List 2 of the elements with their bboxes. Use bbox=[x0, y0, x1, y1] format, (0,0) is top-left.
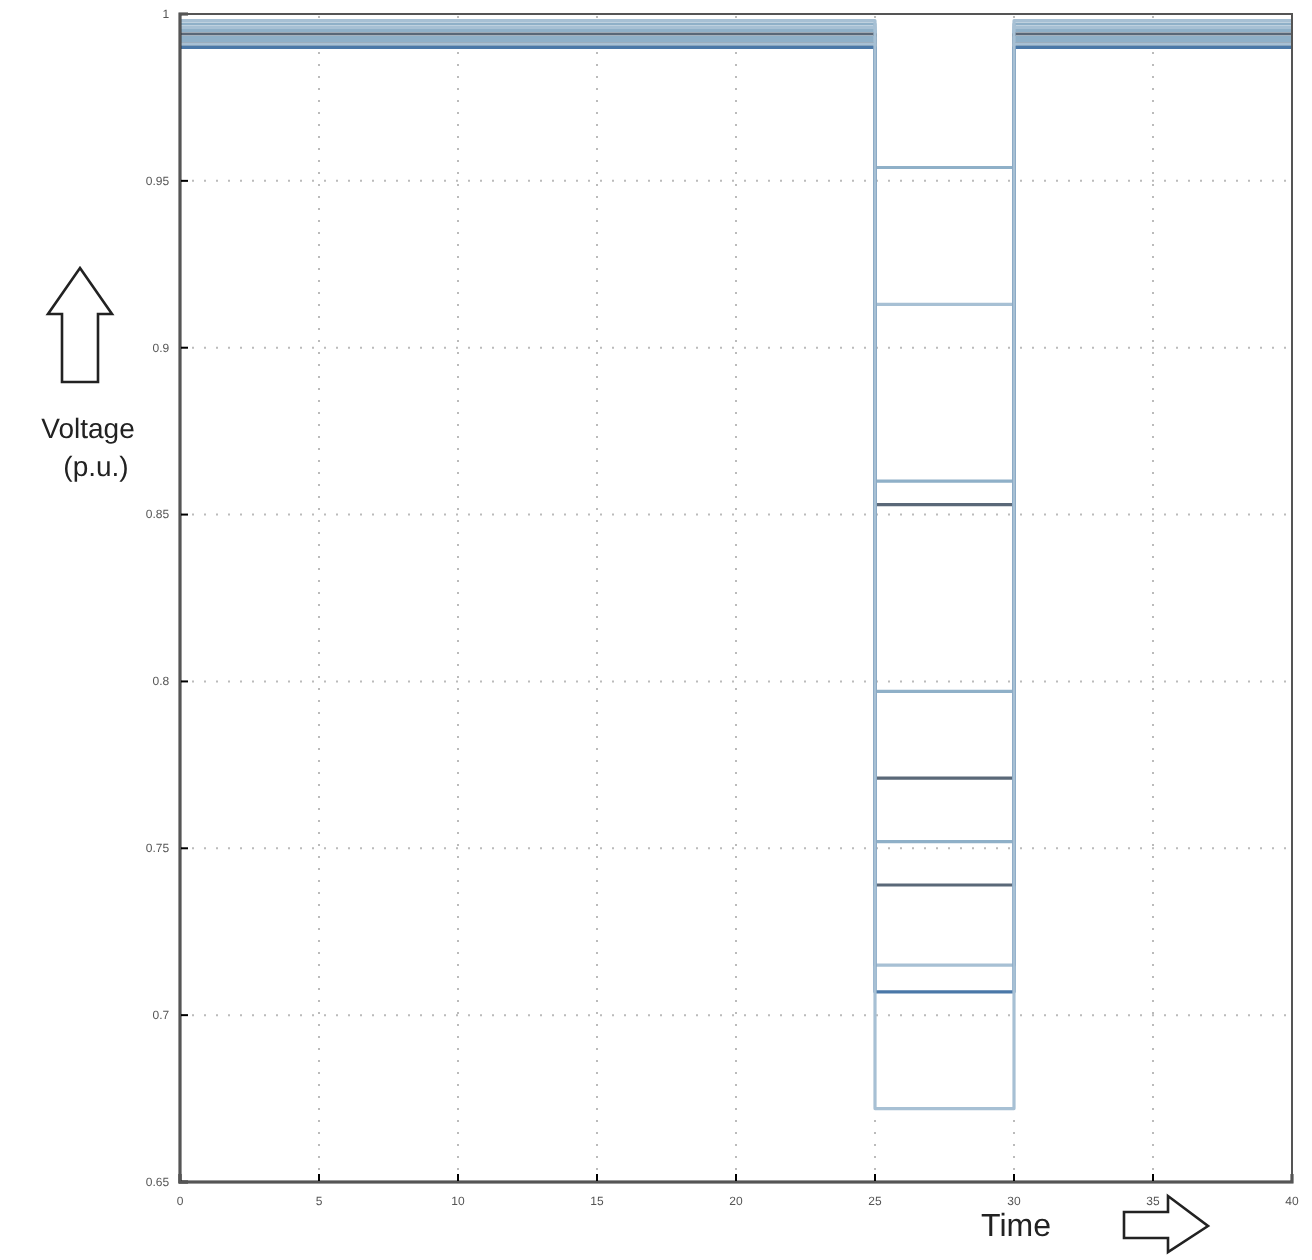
x-axis-title: Time bbox=[981, 1210, 1052, 1244]
y-axis-title: Voltage (p.u.) bbox=[41, 412, 136, 482]
